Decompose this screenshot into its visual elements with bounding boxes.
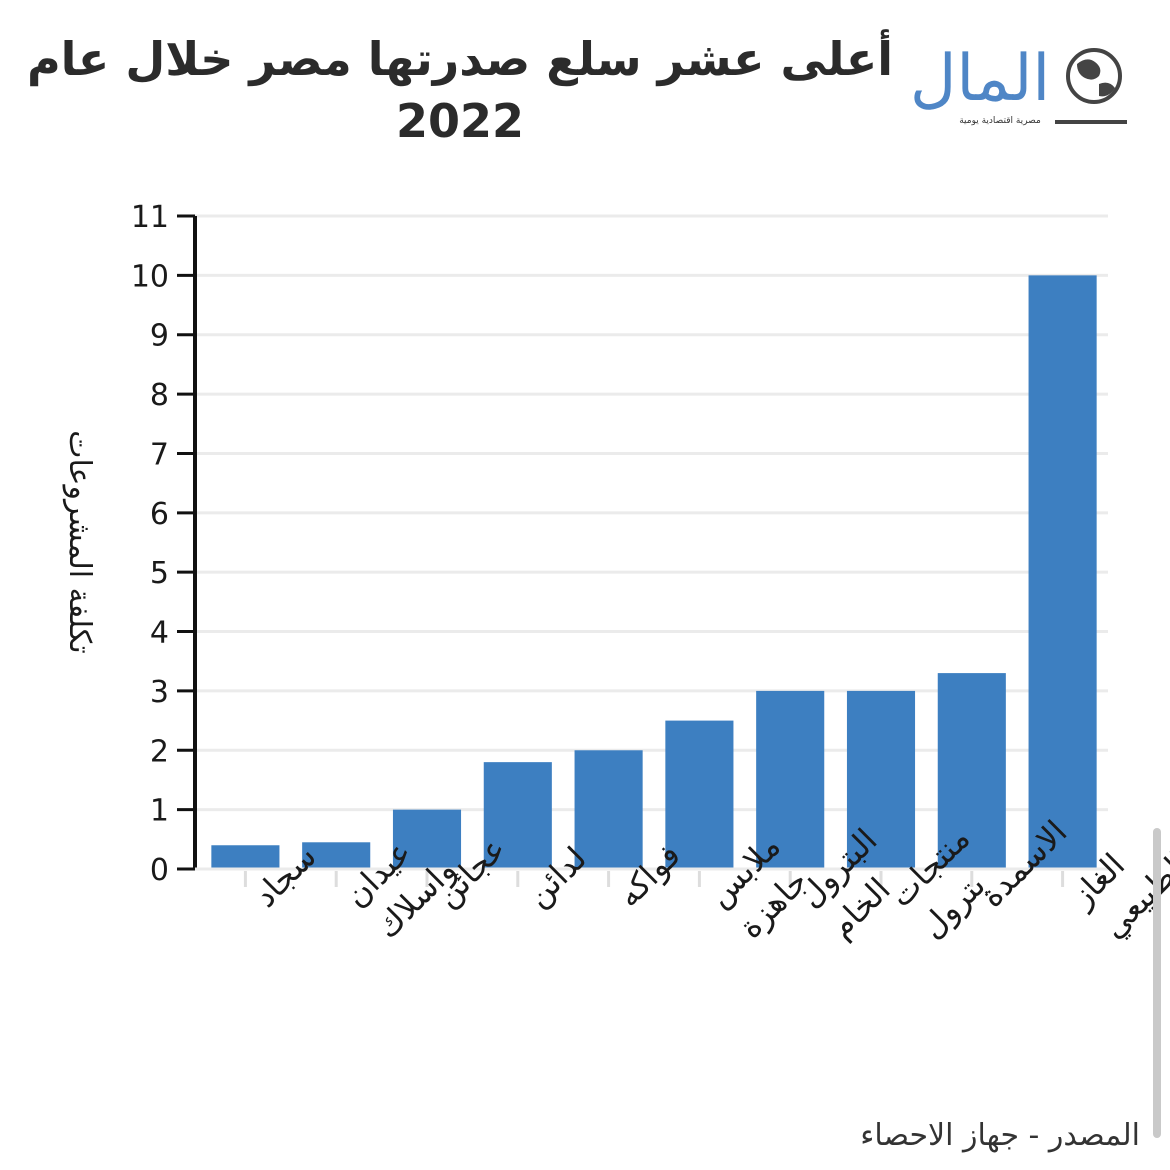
- gridlines: [195, 214, 1108, 812]
- source-note: المصدر - جهاز الاحصاء: [860, 1118, 1140, 1153]
- y-tick-label: 10: [131, 259, 169, 294]
- logo-tagline: مصرية اقتصادية يومية: [959, 116, 1041, 126]
- bar: [937, 673, 1006, 869]
- globe-icon: [1066, 48, 1122, 104]
- bar: [302, 842, 371, 869]
- bar: [846, 690, 916, 869]
- y-tick-label: 11: [131, 200, 169, 235]
- bar: [392, 809, 462, 869]
- y-tick-label: 2: [150, 734, 169, 769]
- y-tick-label: 8: [150, 378, 169, 413]
- y-axis-label: تكلفة المشروعات: [62, 430, 97, 654]
- y-tick-label: 0: [150, 853, 169, 888]
- bar: [665, 720, 734, 869]
- y-tick-label: 7: [150, 437, 169, 472]
- y-tick-label: 4: [150, 616, 169, 651]
- bars: [211, 275, 1097, 869]
- logo-wordmark: المال: [909, 42, 1051, 116]
- bar: [756, 690, 825, 869]
- y-tick-label: 9: [150, 319, 169, 354]
- scrollbar[interactable]: [1153, 828, 1161, 1138]
- chart-title: أعلى عشر سلع صدرتها مصر خلال عام 2022: [26, 32, 894, 148]
- logo-underline: [1055, 120, 1127, 124]
- bar: [574, 750, 643, 869]
- y-tick-label: 5: [150, 556, 169, 591]
- y-tick-label: 3: [150, 675, 169, 710]
- y-tick-label: 6: [150, 497, 169, 532]
- logo: المال مصرية اقتصادية يومية: [905, 38, 1135, 138]
- bar: [211, 845, 280, 869]
- axes: [177, 214, 1108, 887]
- bar: [1028, 275, 1097, 869]
- bar: [483, 762, 552, 869]
- y-tick-label: 1: [150, 794, 169, 829]
